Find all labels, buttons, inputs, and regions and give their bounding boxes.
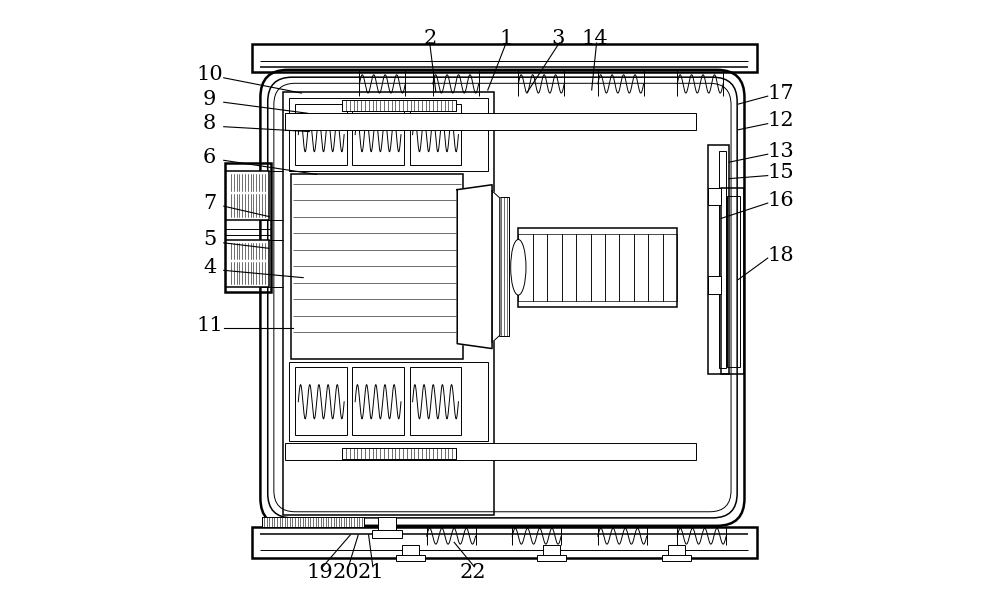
- Bar: [619, 234, 634, 301]
- Text: 19: 19: [306, 564, 333, 583]
- Bar: [252, 44, 757, 72]
- Bar: [708, 145, 729, 375]
- Text: 10: 10: [196, 65, 223, 84]
- Bar: [342, 101, 456, 111]
- Text: 1: 1: [499, 29, 513, 47]
- Bar: [562, 234, 576, 301]
- Bar: [543, 545, 560, 556]
- Bar: [226, 239, 269, 287]
- Bar: [663, 234, 677, 301]
- Bar: [410, 367, 461, 435]
- Bar: [295, 104, 347, 165]
- Text: 7: 7: [203, 193, 216, 212]
- Bar: [396, 554, 425, 561]
- Text: 4: 4: [203, 258, 216, 277]
- Bar: [226, 171, 269, 220]
- Text: 2: 2: [423, 29, 436, 47]
- Bar: [231, 174, 265, 191]
- Bar: [352, 367, 404, 435]
- Bar: [225, 163, 271, 292]
- Bar: [668, 545, 685, 556]
- Bar: [591, 234, 605, 301]
- Bar: [283, 92, 494, 515]
- Bar: [719, 151, 726, 368]
- Text: 6: 6: [203, 148, 216, 167]
- Text: 11: 11: [196, 316, 223, 335]
- Bar: [289, 362, 488, 441]
- Bar: [352, 104, 404, 165]
- Text: 13: 13: [768, 142, 795, 161]
- Text: 18: 18: [768, 246, 794, 265]
- Bar: [518, 234, 533, 301]
- Text: 16: 16: [768, 190, 794, 209]
- Bar: [285, 112, 696, 130]
- Bar: [708, 276, 721, 293]
- Bar: [402, 545, 419, 556]
- Bar: [518, 228, 677, 307]
- Text: 15: 15: [768, 163, 794, 182]
- Bar: [252, 527, 757, 558]
- Polygon shape: [457, 185, 492, 349]
- Bar: [231, 194, 265, 217]
- Text: 12: 12: [768, 111, 794, 130]
- Bar: [727, 196, 740, 367]
- Bar: [710, 189, 719, 203]
- Bar: [342, 448, 456, 459]
- Text: 22: 22: [459, 564, 486, 583]
- Bar: [634, 234, 648, 301]
- Bar: [721, 188, 744, 375]
- Bar: [295, 367, 347, 435]
- Bar: [231, 243, 265, 259]
- Text: 20: 20: [333, 564, 359, 583]
- Ellipse shape: [511, 239, 526, 295]
- Bar: [378, 516, 396, 533]
- Bar: [289, 98, 488, 171]
- Bar: [605, 234, 619, 301]
- Bar: [410, 104, 461, 165]
- Polygon shape: [492, 191, 500, 343]
- Text: 17: 17: [768, 84, 794, 103]
- Bar: [533, 234, 547, 301]
- Text: 3: 3: [551, 29, 565, 47]
- Bar: [662, 554, 691, 561]
- Text: 9: 9: [203, 90, 216, 109]
- Bar: [291, 174, 463, 359]
- Bar: [372, 530, 402, 538]
- Text: 14: 14: [581, 29, 608, 47]
- Bar: [648, 234, 663, 301]
- Text: 8: 8: [203, 114, 216, 133]
- Bar: [499, 197, 509, 336]
- Bar: [285, 443, 696, 460]
- Bar: [547, 234, 562, 301]
- Bar: [262, 516, 364, 527]
- Bar: [576, 234, 591, 301]
- Text: 5: 5: [203, 230, 216, 249]
- Bar: [710, 278, 719, 292]
- Bar: [708, 188, 721, 205]
- Text: 21: 21: [357, 564, 384, 583]
- Bar: [537, 554, 566, 561]
- Bar: [231, 262, 265, 284]
